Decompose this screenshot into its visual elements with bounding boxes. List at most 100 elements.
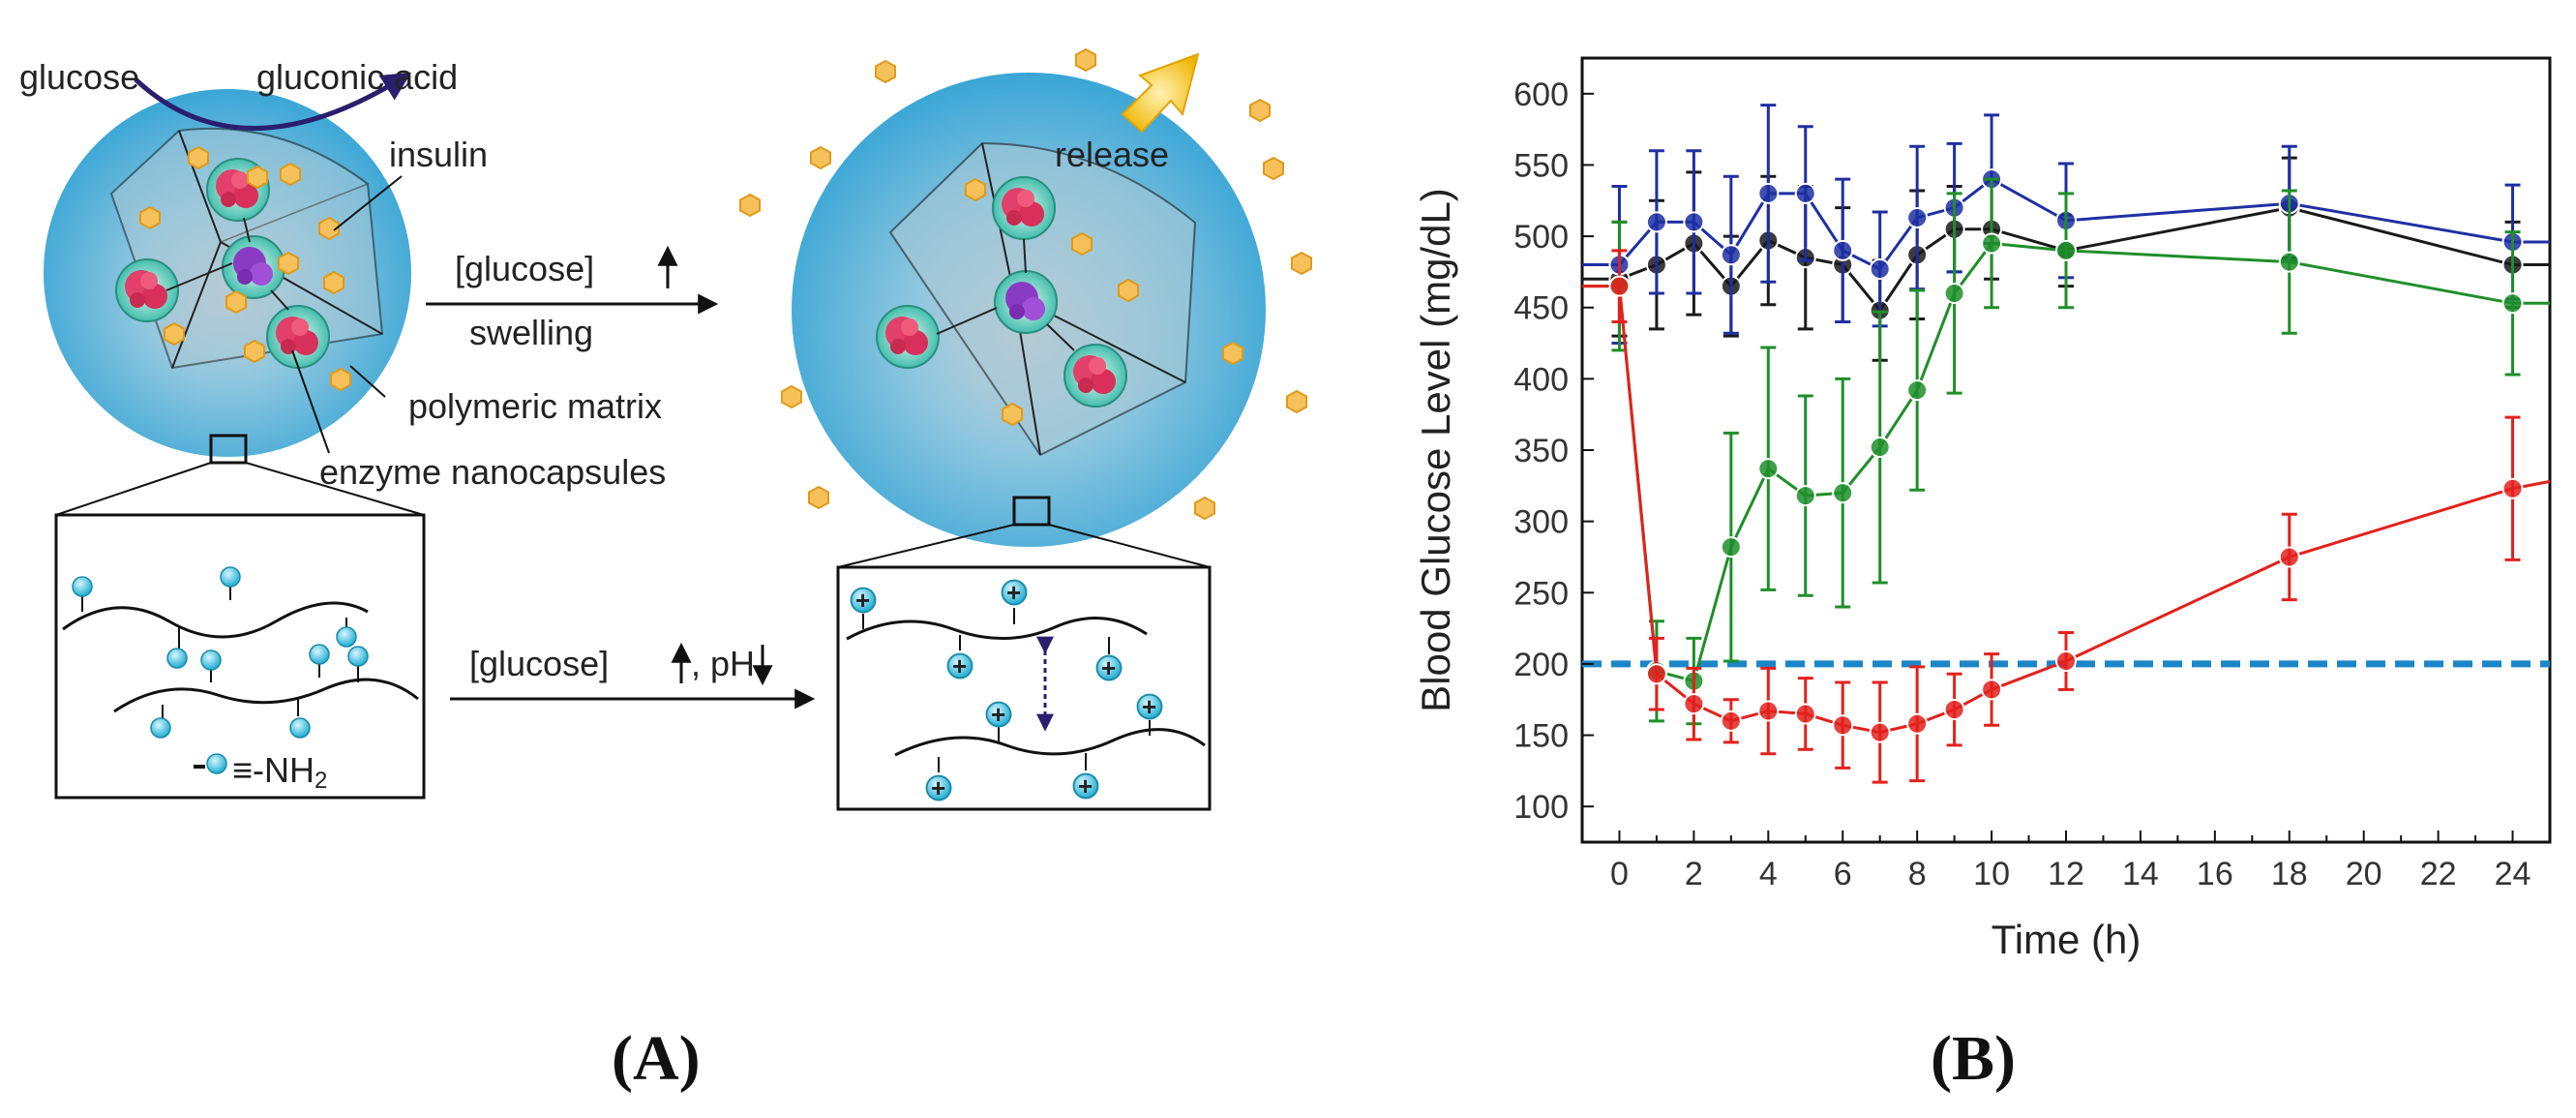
x-tick-label: 8 <box>1908 856 1927 892</box>
panel-a: glucose gluconic acid insulin [glucose] … <box>19 48 1312 1094</box>
data-point <box>1981 679 2003 701</box>
panel-a-caption: (A) <box>612 1023 701 1094</box>
data-point <box>2055 650 2077 672</box>
y-tick-label: 600 <box>1513 76 1569 113</box>
plus-sign: + <box>1142 692 1156 721</box>
data-point <box>1683 211 1705 233</box>
data-point <box>1720 710 1742 732</box>
plus-sign: + <box>952 651 967 680</box>
x-tick-label: 20 <box>2346 856 2382 892</box>
y-tick-label: 400 <box>1513 361 1569 398</box>
left-microgel-sphere <box>44 89 411 457</box>
data-point <box>1720 536 1742 559</box>
x-tick-label: 4 <box>1759 856 1778 892</box>
ph-label: , pH <box>691 644 755 683</box>
polymeric-matrix-label: polymeric matrix <box>408 386 662 426</box>
enzyme-nanocapsule <box>222 235 285 299</box>
series-red <box>1582 249 2551 784</box>
glucose-conversion-arrow <box>134 72 412 131</box>
x-tick-label: 0 <box>1610 856 1629 892</box>
data-point <box>1869 257 1891 280</box>
data-point <box>1869 437 1891 459</box>
x-tick-label: 2 <box>1685 856 1703 892</box>
glucose-increase-label: [glucose] <box>455 249 594 288</box>
gluconic-acid-label: gluconic acid <box>256 57 458 97</box>
data-point <box>2055 239 2077 261</box>
right-microgel-sphere <box>792 73 1266 547</box>
x-tick-label: 12 <box>2048 856 2084 892</box>
data-point <box>1943 283 1965 304</box>
data-point <box>1832 239 1854 261</box>
enzyme-nanocapsule <box>992 176 1056 240</box>
data-point <box>1645 663 1667 685</box>
y-tick-label: 550 <box>1513 147 1569 184</box>
series-line <box>1582 241 2550 683</box>
y-axis-ticks: 100 150 200 250 300 350 400 450 500 550 600 <box>1513 76 1594 826</box>
amine-label: ≡-NH2 <box>232 750 327 794</box>
data-point <box>2278 546 2300 568</box>
data-point <box>1683 693 1705 715</box>
series-line <box>1582 206 2550 314</box>
data-point <box>1794 703 1816 725</box>
data-point <box>1906 712 1929 735</box>
swelling-label: swelling <box>469 313 593 352</box>
insulin-label: insulin <box>389 135 488 174</box>
y-tick-label: 200 <box>1513 647 1569 683</box>
plus-sign: + <box>1101 653 1116 682</box>
data-point <box>1645 211 1667 233</box>
data-point <box>1757 182 1780 204</box>
data-point <box>1981 232 2003 255</box>
y-tick-label: 150 <box>1513 718 1569 755</box>
plus-sign: + <box>931 773 945 802</box>
right-zoom-box <box>836 565 1212 811</box>
data-point <box>1720 244 1742 266</box>
x-axis-ticks: 0 2 4 6 8 10 12 14 16 18 20 22 24 <box>1610 831 2531 892</box>
release-label: release <box>1055 135 1169 174</box>
plus-sign: + <box>1078 771 1093 801</box>
data-point <box>2501 477 2524 499</box>
enzyme-nanocapsules-label: enzyme nanocapsules <box>319 452 666 492</box>
y-tick-label: 450 <box>1513 290 1569 327</box>
enzyme-nanocapsule <box>876 305 940 369</box>
y-axis-label: Blood Glucose Level (mg/dL) <box>1413 188 1458 712</box>
plus-sign: + <box>991 700 1005 729</box>
x-tick-label: 18 <box>2271 856 2308 892</box>
charged-bead-groups: + + + + + + + + <box>850 578 1163 802</box>
data-point <box>2278 251 2300 273</box>
y-tick-label: 500 <box>1513 219 1569 256</box>
neutral-polymer-chains <box>62 566 419 774</box>
data-point <box>1832 714 1854 737</box>
enzyme-nanocapsule <box>1063 344 1127 408</box>
y-tick-label: 350 <box>1513 433 1569 469</box>
glucose-increase-label-2: [glucose] <box>469 644 609 683</box>
glucose-label: glucose <box>19 57 139 97</box>
enzyme-nanocapsule <box>994 270 1058 334</box>
data-point <box>1869 721 1891 743</box>
data-point <box>1608 275 1631 297</box>
series-line <box>1582 285 2551 735</box>
charged-polymer-chains <box>846 608 1206 772</box>
data-point <box>1906 379 1929 402</box>
data-point <box>1906 206 1929 228</box>
x-tick-label: 16 <box>2197 856 2233 892</box>
data-point <box>2501 292 2524 315</box>
data-point <box>1943 699 1965 721</box>
data-point <box>1757 458 1780 480</box>
plus-sign: + <box>1006 578 1021 607</box>
release-arrow <box>1121 52 1200 134</box>
x-tick-label: 10 <box>1973 856 2010 892</box>
data-point <box>1832 482 1854 504</box>
plus-sign: + <box>855 586 870 615</box>
x-tick-label: 24 <box>2495 856 2531 892</box>
left-zoom-box <box>54 513 426 800</box>
y-tick-label: 300 <box>1513 504 1569 541</box>
series-line <box>1582 177 2550 271</box>
x-axis-label: Time (h) <box>1992 917 2142 962</box>
x-tick-label: 6 <box>1834 856 1852 892</box>
y-tick-label: 250 <box>1513 575 1569 612</box>
data-point <box>1794 485 1816 507</box>
enzyme-nanocapsule <box>266 305 330 369</box>
series-layer <box>1582 104 2551 784</box>
